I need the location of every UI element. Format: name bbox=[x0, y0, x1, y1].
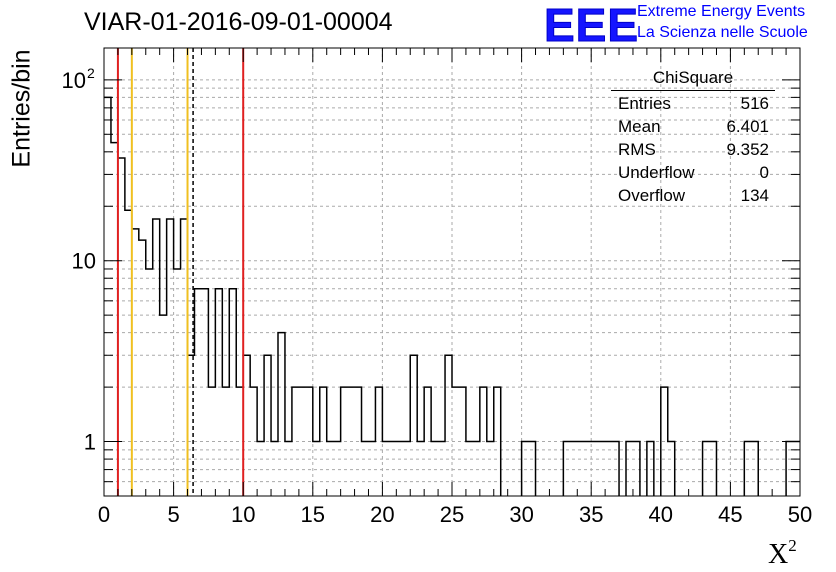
stats-label: Entries bbox=[618, 94, 671, 113]
x-tick-label: 50 bbox=[788, 502, 812, 527]
x-axis-label-base: X bbox=[768, 539, 789, 570]
stats-value: 0 bbox=[759, 163, 769, 182]
stats-label: Mean bbox=[618, 117, 661, 136]
stats-label: RMS bbox=[618, 140, 656, 159]
y-tick-label: 10 bbox=[62, 68, 86, 93]
x-tick-label: 35 bbox=[579, 502, 603, 527]
x-tick-label: 25 bbox=[440, 502, 464, 527]
axis-ticks bbox=[103, 48, 801, 497]
logo-line-2: La Scienza nelle Scuole bbox=[637, 24, 808, 41]
y-axis-label: Entries/bin bbox=[7, 49, 36, 168]
stats-row-entries: Entries 516 bbox=[611, 92, 775, 115]
stats-box: ChiSquare Entries 516 Mean 6.401 RMS 9.352 … bbox=[611, 66, 775, 207]
marker-lines bbox=[116, 48, 245, 496]
stats-row-rms: RMS 9.352 bbox=[611, 138, 775, 161]
x-tick-label: 30 bbox=[509, 502, 533, 527]
stats-value: 9.352 bbox=[726, 140, 769, 159]
stats-row-underflow: Underflow 0 bbox=[611, 161, 775, 184]
stats-value: 134 bbox=[740, 186, 769, 205]
x-axis-label: X2 bbox=[768, 536, 797, 571]
x-axis-label-superscript: 2 bbox=[788, 536, 797, 555]
x-tick-label: 0 bbox=[98, 502, 110, 527]
y-tick-label: 1 bbox=[84, 430, 96, 455]
stats-value: 6.401 bbox=[726, 117, 769, 136]
stats-title: ChiSquare bbox=[611, 66, 775, 91]
y-tick-label: 10 bbox=[72, 249, 96, 274]
x-tick-label: 10 bbox=[231, 502, 255, 527]
x-tick-label: 5 bbox=[167, 502, 179, 527]
stats-row-overflow: Overflow 134 bbox=[611, 184, 775, 207]
x-tick-label: 40 bbox=[649, 502, 673, 527]
logo-line-1: Extreme Energy Events bbox=[637, 3, 806, 20]
stats-label: Underflow bbox=[618, 163, 695, 182]
x-tick-label: 20 bbox=[370, 502, 394, 527]
stats-value: 516 bbox=[740, 94, 769, 113]
x-tick-label: 15 bbox=[301, 502, 325, 527]
histogram-series bbox=[104, 96, 800, 496]
eee-logo: EEE bbox=[543, 0, 640, 51]
x-tick-label: 45 bbox=[718, 502, 742, 527]
chart-title: VIAR-01-2016-09-01-00004 bbox=[84, 8, 393, 36]
y-tick-label-exponent: 2 bbox=[87, 65, 95, 81]
stats-row-mean: Mean 6.401 bbox=[611, 115, 775, 138]
stats-label: Overflow bbox=[618, 186, 686, 205]
histogram-line bbox=[104, 96, 800, 496]
